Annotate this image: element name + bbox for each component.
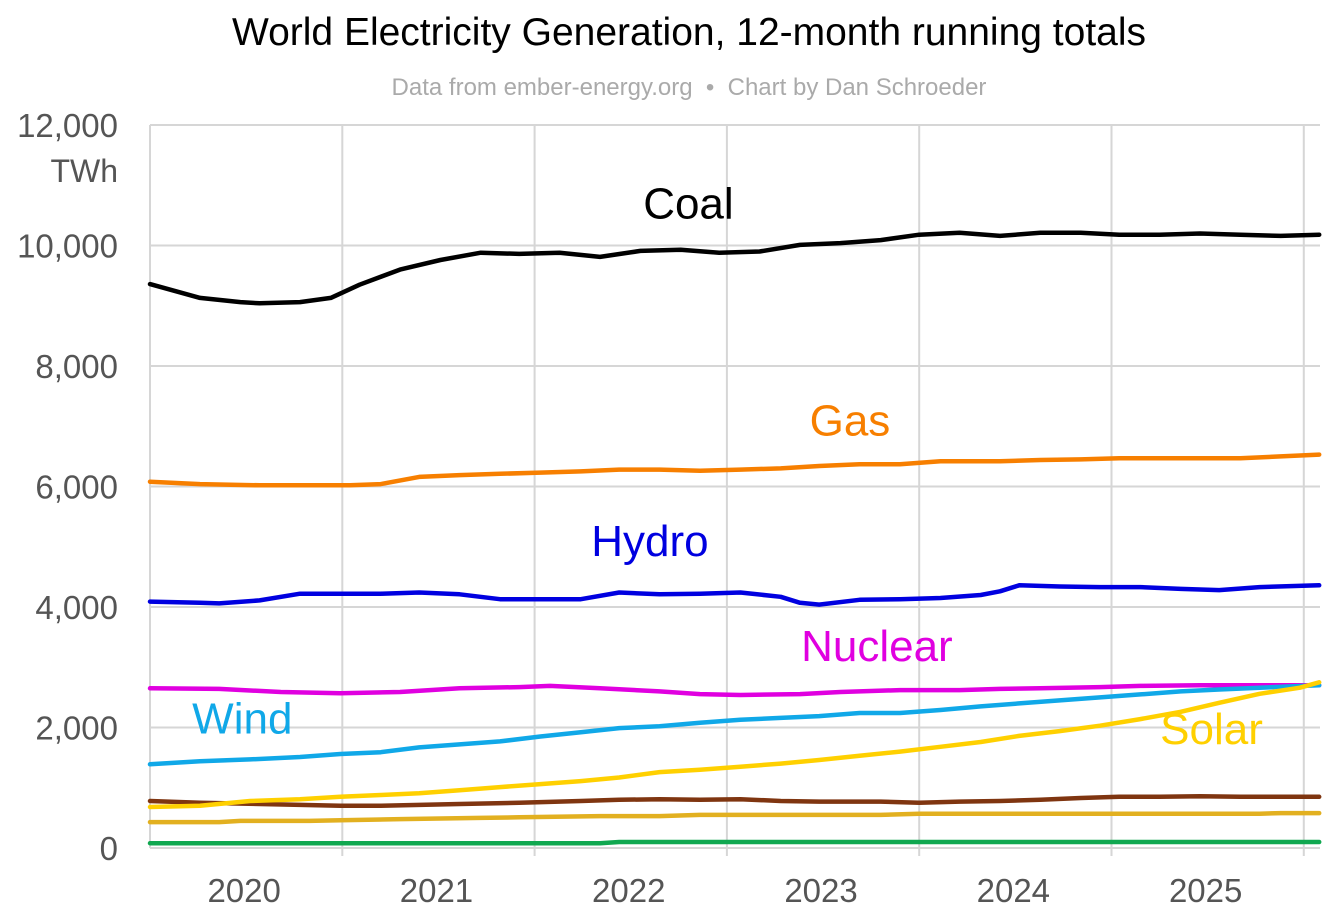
series-line-unlabeled-6 <box>147 793 1322 809</box>
series-line-nuclear <box>147 683 1322 698</box>
y-tick-label: 6,000 <box>35 469 118 506</box>
series-line-solar <box>147 680 1322 810</box>
x-axis: 2020 2021 2022 2023 2024 2025 <box>207 872 1242 909</box>
x-tick-label: 2025 <box>1169 872 1242 909</box>
y-tick-label: 8,000 <box>35 348 118 385</box>
series-label-hydro: Hydro <box>591 517 708 566</box>
series-label-wind: Wind <box>192 695 292 744</box>
series-label-coal: Coal <box>643 179 734 228</box>
y-tick-label: 12,000 <box>17 107 118 144</box>
x-tick-label: 2024 <box>977 872 1050 909</box>
series-line-hydro <box>147 583 1322 607</box>
x-tick-label: 2020 <box>207 872 280 909</box>
y-axis: 0 2,000 4,000 6,000 8,000 10,000 12,000 <box>17 107 118 867</box>
series-label-solar: Solar <box>1160 705 1263 754</box>
series-line-coal <box>147 230 1322 306</box>
y-axis-unit: TWh <box>50 153 118 189</box>
series-line-unlabeled-7 <box>147 810 1322 825</box>
series-lines <box>147 230 1322 846</box>
chart-title: World Electricity Generation, 12-month r… <box>232 11 1146 54</box>
series-labels: Coal Gas Hydro Nuclear Wind Solar <box>192 179 1263 753</box>
chart-subtitle: Data from ember-energy.org • Chart by Da… <box>392 74 987 101</box>
x-tick-label: 2021 <box>400 872 473 909</box>
y-tick-label: 10,000 <box>17 228 118 265</box>
gridlines <box>149 124 1320 856</box>
series-line-gas <box>147 452 1322 488</box>
x-tick-label: 2022 <box>592 872 665 909</box>
x-tick-label: 2023 <box>784 872 857 909</box>
y-tick-label: 4,000 <box>35 589 118 626</box>
series-label-nuclear: Nuclear <box>801 622 953 671</box>
series-line-unlabeled-8 <box>147 839 1322 846</box>
series-line-wind <box>147 683 1322 767</box>
series-label-gas: Gas <box>810 396 891 445</box>
y-tick-label: 0 <box>100 830 118 867</box>
y-tick-label: 2,000 <box>35 710 118 747</box>
